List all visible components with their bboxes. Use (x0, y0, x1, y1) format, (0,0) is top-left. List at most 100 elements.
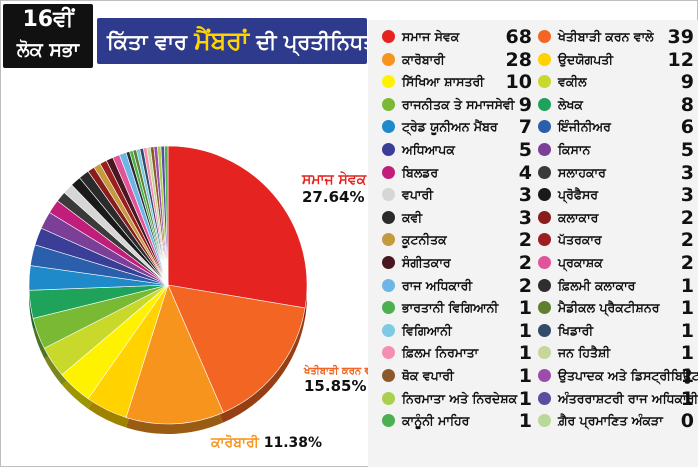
legend-item: ਪ੍ਰਕਾਸ਼ਕ 2 (538, 252, 694, 274)
legend-item: ਰਾਜ ਅਧਿਕਾਰੀ 2 (382, 275, 532, 297)
legend-swatch (382, 143, 395, 156)
legend-value: 28 (505, 48, 532, 71)
legend-item: ਪ੍ਰੋਫੈਸਰ 3 (538, 184, 694, 206)
legend-label: ਕੂਟਨੀਤਕ (402, 232, 447, 248)
legend-item: ਅੰਤਰਰਾਸ਼ਟਰੀ ਰਾਜ ਅਧਿਕਾਰੀ 1 (538, 388, 698, 410)
slice-label-name: ਖੇਤੀਬਾੜੀ ਕਰਨ ਵਾਲੇ (304, 366, 381, 377)
pie-slice (125, 284, 224, 425)
legend-item: ਟ੍ਰੇਡ ਯੂਨੀਅਨ ਮੈਂਬਰ 7 (382, 116, 532, 138)
slice-label-percent: 27.64% (302, 188, 365, 206)
legend-label: ਬਿਲਡਰ (402, 164, 439, 180)
legend-swatch (538, 165, 551, 179)
legend-label: ਸਮਾਜ ਸੇਵਕ (402, 29, 460, 44)
legend-swatch (382, 323, 395, 337)
legend-value: 4 (518, 161, 532, 184)
slice-label-agriculturist: ਖੇਤੀਬਾੜੀ ਕਰਨ ਵਾਲੇ 15.85% (304, 366, 381, 395)
legend-value: 3 (680, 161, 694, 184)
legend-value: 1 (518, 410, 532, 433)
legend-label: ਮੈਡੀਕਲ ਪ੍ਰੈਕਟੀਸ਼ਨਰ (558, 300, 660, 316)
legend-item: ਨਿਰਮਾਤਾ ਅਤੇ ਨਿਰਦੇਸ਼ਕ 1 (382, 388, 532, 410)
legend-swatch (382, 233, 395, 247)
legend-swatch (382, 165, 395, 179)
legend-value: 2 (680, 229, 694, 252)
legend-swatch (538, 188, 551, 202)
badge-number: 16ਵੀਂ (22, 7, 74, 32)
legend-value: 5 (518, 139, 532, 161)
legend-label: ਪ੍ਰਕਾਸ਼ਕ (558, 255, 603, 270)
legend-label: ਖਿਡਾਰੀ (558, 322, 594, 338)
legend-value: 1 (680, 387, 694, 410)
legend-value: 1 (680, 274, 694, 297)
legend-value: 39 (667, 26, 694, 48)
title-suffix: ਦੀ ਪ੍ਰਤੀਨਿਧਤਾ (256, 30, 383, 54)
legend-swatch (382, 75, 395, 89)
legend-value: 68 (505, 26, 532, 48)
legend-item: ਮੈਡੀਕਲ ਪ੍ਰੈਕਟੀਸ਼ਨਰ 1 (538, 297, 694, 319)
legend-swatch (538, 346, 551, 360)
legend-item: ਭਾਰਤਾਨੀ ਵਿਗਿਆਨੀ 1 (382, 297, 532, 319)
pie-slice (164, 145, 169, 286)
legend-label: ਪ੍ਰੋਫੈਸਰ (558, 187, 599, 203)
legend-item: ਸਮਾਜ ਸੇਵਕ 68 (382, 26, 532, 48)
legend-label: ਕਿਸਾਨ (558, 142, 591, 157)
legend-label: ਸਿੱਖਿਆ ਸ਼ਾਸਤਰੀ (402, 74, 484, 90)
legend-swatch (382, 346, 395, 360)
legend-label: ਸੰਗੀਤਕਾਰ (402, 255, 451, 270)
slice-label-businessman: ਕਾਰੋਬਾਰੀ 11.38% (211, 435, 322, 451)
legend-item: ਰਾਜਨੀਤਕ ਤੇ ਸਮਾਜਸੇਵੀ 9 (382, 94, 532, 116)
legend-value: 2 (518, 252, 532, 274)
legend-value: 3 (518, 206, 532, 229)
legend-swatch (382, 30, 395, 43)
legend-label: ਜਨ ਹਿਤੈਸ਼ੀ (558, 345, 611, 361)
legend-value: 1 (680, 342, 694, 365)
slice-label-social-worker: ਸਮਾਜ ਸੇਵਕ 27.64% (302, 172, 366, 206)
legend-item: ਖੇਤੀਬਾੜੀ ਕਰਨ ਵਾਲੇ 39 (538, 26, 694, 48)
legend-swatch (382, 188, 395, 202)
legend-item: ਕਾਨੂੰਨੀ ਮਾਹਿਰ 1 (382, 410, 532, 432)
legend-swatch (538, 97, 551, 111)
legend-item: ਕੂਟਨੀਤਕ 2 (382, 229, 532, 251)
legend-swatch (538, 120, 551, 134)
legend-value: 1 (518, 365, 532, 387)
legend-item: ਥੋਕ ਵਪਾਰੀ 1 (382, 365, 532, 387)
legend-label: ਵਿਗਿਆਨੀ (402, 322, 452, 338)
legend-label: ਕਵੀ (402, 209, 423, 225)
chart-title: ਕਿੱਤਾ ਵਾਰ ਮੈਂਬਰਾਂ ਦੀ ਪ੍ਰਤੀਨਿਧਤਾ (97, 18, 383, 64)
legend-item: ਵਪਾਰੀ 3 (382, 184, 532, 206)
legend-label: ਭਾਰਤਾਨੀ ਵਿਗਿਆਨੀ (402, 300, 499, 316)
legend-label: ਅੰਤਰਰਾਸ਼ਟਰੀ ਰਾਜ ਅਧਿਕਾਰੀ (558, 390, 698, 406)
legend-label: ਟ੍ਰੇਡ ਯੂਨੀਅਨ ਮੈਂਬਰ (402, 119, 498, 135)
legend-swatch (382, 391, 395, 405)
legend-swatch (538, 391, 551, 405)
slice-label-percent: 11.38% (263, 435, 323, 451)
legend-swatch (538, 143, 551, 156)
legend-label: ਕਲਾਕਾਰ (558, 209, 599, 225)
legend-item: ਕਲਾਕਾਰ 2 (538, 207, 694, 229)
title-prefix: ਕਿੱਤਾ ਵਾਰ (107, 30, 188, 54)
legend-label: ਥੋਕ ਵਪਾਰੀ (402, 368, 454, 383)
legend-label: ਰਾਜ ਅਧਿਕਾਰੀ (402, 277, 473, 293)
legend-swatch (382, 52, 395, 66)
legend-value: 1 (518, 319, 532, 342)
legend-swatch (382, 369, 395, 382)
title-highlight: ਮੈਂਬਰਾਂ (194, 26, 249, 55)
legend-swatch (538, 414, 551, 428)
legend-item: ਸਲਾਹਕਾਰ 3 (538, 162, 694, 184)
legend-label: ਵਪਾਰੀ (402, 187, 433, 203)
legend-item: ਬਿਲਡਰ 4 (382, 162, 532, 184)
badge-subtitle: ਲੋਕ ਸਭਾ (16, 39, 80, 61)
legend-item: ਕਿਸਾਨ 5 (538, 139, 694, 161)
legend-value: 10 (505, 71, 532, 94)
legend-value: 3 (680, 184, 694, 207)
legend-label: ਗ਼ੈਰ ਪ੍ਰਮਾਣਿਤ ਅੰਕੜਾ (558, 413, 663, 429)
legend-value: 2 (680, 206, 694, 229)
legend-value: 1 (680, 365, 694, 387)
legend-label: ਫ਼ਿਲਮ ਨਿਰਮਾਤਾ (402, 345, 479, 361)
legend-item: ਕਵੀ 3 (382, 207, 532, 229)
legend-item: ਉਤਪਾਦਕ ਅਤੇ ਡਿਸਟ੍ਰੀਬਿਊਟਰ 1 (538, 365, 698, 387)
legend-item: ਜਨ ਹਿਤੈਸ਼ੀ 1 (538, 342, 694, 364)
legend-value: 2 (680, 252, 694, 274)
legend-item: ਅਧਿਆਪਕ 5 (382, 139, 532, 161)
legend-value: 1 (680, 319, 694, 342)
